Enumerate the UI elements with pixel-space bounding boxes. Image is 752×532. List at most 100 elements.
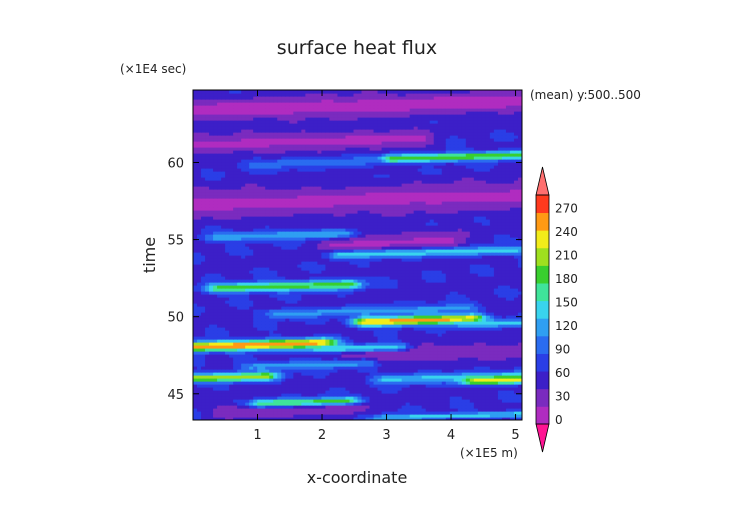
heatmap-cell [201,345,206,349]
heatmap-cell [481,270,487,274]
heatmap-cell [413,303,419,307]
heatmap-cell [477,258,483,262]
heatmap-cell [401,345,407,349]
heatmap-cell [229,336,234,340]
heatmap-cell [393,390,399,394]
heatmap-cell [297,315,302,319]
heatmap-cell [293,375,298,379]
heatmap-cell [193,342,198,346]
heatmap-cell [489,318,495,322]
heatmap-cell [409,255,415,259]
heatmap-cell [357,408,363,412]
heatmap-cell [517,378,522,382]
heatmap-cell [281,396,286,400]
heatmap-cell [313,396,318,400]
heatmap-cell [461,276,467,280]
heatmap-cell [485,312,491,316]
heatmap-cell [477,264,483,268]
heatmap-cell [393,417,399,420]
heatmap-cell [353,303,359,307]
heatmap-cell [449,258,455,262]
heatmap-cell [397,375,403,379]
heatmap-cell [397,372,403,376]
heatmap-cell [273,300,278,304]
heatmap-cell [281,276,286,280]
heatmap-cell [329,282,335,286]
heatmap-cell [501,276,507,280]
heatmap-cell [469,282,475,286]
heatmap-cell [393,414,399,418]
heatmap-cell [233,357,238,361]
heatmap-cell [453,288,459,292]
heatmap-cell [217,279,222,283]
heatmap-cell [317,261,322,265]
heatmap-cell [513,411,519,415]
heatmap-cell [205,276,210,280]
heatmap-cell [309,360,314,364]
heatmap-cell [297,258,302,262]
heatmap-cell [389,297,395,301]
heatmap-cell [453,246,459,250]
heatmap-cell [401,393,407,397]
heatmap-cell [361,354,367,358]
heatmap-cell [493,357,499,361]
heatmap-cell [473,309,479,313]
heatmap-cell [489,273,495,277]
heatmap-cell [273,399,278,403]
heatmap-cell [393,357,399,361]
heatmap-cell [281,345,286,349]
heatmap-cell [309,240,314,244]
heatmap-cell [517,252,522,256]
heatmap-cell [193,414,198,418]
heatmap-cell [453,408,459,412]
heatmap-cell [301,324,306,328]
heatmap-cell [437,279,443,283]
heatmap-cell [449,348,455,352]
heatmap-cell [237,339,242,343]
heatmap-cell [425,261,431,265]
heatmap-cell [489,291,495,295]
heatmap-cell [473,339,479,343]
heatmap-cell [297,414,302,418]
heatmap-cell [289,414,294,418]
heatmap-cell [389,354,395,358]
heatmap-cell [225,354,230,358]
heatmap-cell [349,393,355,397]
heatmap-cell [261,336,266,340]
heatmap-cell [405,390,411,394]
heatmap-cell [249,255,254,259]
heatmap-cell [469,258,475,262]
heatmap-cell [225,312,230,316]
heatmap-cell [305,342,310,346]
heatmap-cell [273,249,278,253]
heatmap-cell [233,408,238,412]
heatmap-cell [245,249,250,253]
heatmap-cell [321,387,326,391]
heatmap-cell [349,405,355,409]
heatmap-cell [341,246,347,250]
heatmap-cell [197,321,202,325]
heatmap-cell [225,261,230,265]
heatmap-cell [261,390,266,394]
heatmap-cell [229,369,234,373]
heatmap-cell [509,273,515,277]
heatmap-cell [333,339,339,343]
heatmap-cell [461,273,467,277]
heatmap-cell [337,300,343,304]
heatmap-cell [461,369,467,373]
heatmap-cell [441,408,447,412]
heatmap-cell [433,402,439,406]
heatmap-cell [333,306,339,310]
heatmap-cell [505,384,511,388]
heatmap-cell [501,327,507,331]
heatmap-cell [237,402,242,406]
heatmap-cell [381,306,387,310]
heatmap-cell [245,384,250,388]
heatmap-cell [385,258,391,262]
heatmap-cell [449,402,455,406]
heatmap-cell [225,249,230,253]
heatmap-cell [465,417,471,420]
heatmap-cell [505,354,511,358]
heatmap-cell [209,381,214,385]
heatmap-cell [217,342,222,346]
